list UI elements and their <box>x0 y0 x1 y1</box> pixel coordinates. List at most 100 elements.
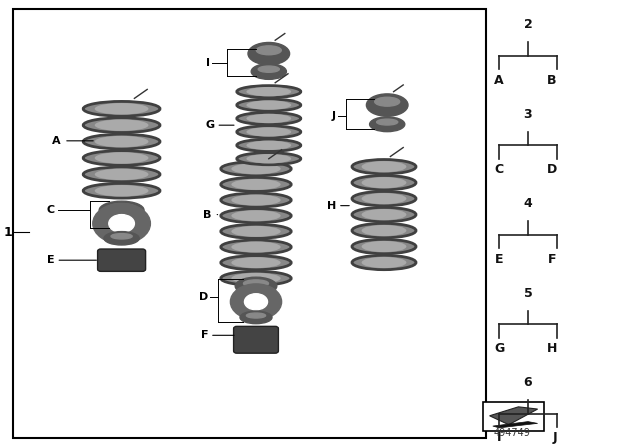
Ellipse shape <box>246 114 291 123</box>
Text: B: B <box>547 74 557 87</box>
Text: E: E <box>495 253 504 266</box>
Ellipse shape <box>221 177 291 191</box>
Text: E: E <box>47 255 54 265</box>
Ellipse shape <box>232 226 280 237</box>
Text: C: C <box>46 205 54 215</box>
Text: B: B <box>203 210 211 220</box>
Ellipse shape <box>362 241 406 252</box>
Ellipse shape <box>221 256 291 270</box>
Ellipse shape <box>237 139 301 151</box>
Ellipse shape <box>237 99 301 111</box>
Ellipse shape <box>221 271 291 285</box>
Ellipse shape <box>236 277 277 295</box>
Ellipse shape <box>232 194 280 206</box>
Ellipse shape <box>352 224 416 238</box>
Ellipse shape <box>240 311 272 324</box>
Text: H: H <box>327 201 336 211</box>
Ellipse shape <box>237 153 301 165</box>
Ellipse shape <box>352 176 416 190</box>
Ellipse shape <box>244 280 269 287</box>
Ellipse shape <box>246 313 266 318</box>
Ellipse shape <box>95 168 148 180</box>
Ellipse shape <box>104 232 140 245</box>
Text: D: D <box>547 163 557 176</box>
Polygon shape <box>490 407 538 425</box>
Ellipse shape <box>246 87 291 96</box>
Text: D: D <box>199 292 208 302</box>
Ellipse shape <box>246 100 291 110</box>
Text: F: F <box>548 253 557 266</box>
Ellipse shape <box>221 209 291 223</box>
Ellipse shape <box>237 112 301 125</box>
Circle shape <box>230 284 282 320</box>
Ellipse shape <box>362 257 406 268</box>
Ellipse shape <box>352 255 416 270</box>
Ellipse shape <box>246 154 291 164</box>
Ellipse shape <box>248 43 290 65</box>
Ellipse shape <box>95 185 148 197</box>
Text: F: F <box>200 330 208 340</box>
FancyBboxPatch shape <box>234 326 278 353</box>
Ellipse shape <box>83 151 160 165</box>
Text: 4: 4 <box>524 197 532 210</box>
Ellipse shape <box>95 152 148 164</box>
Ellipse shape <box>259 66 280 72</box>
Ellipse shape <box>83 167 160 182</box>
Ellipse shape <box>111 233 132 239</box>
Ellipse shape <box>362 177 406 188</box>
Ellipse shape <box>221 193 291 207</box>
FancyBboxPatch shape <box>97 249 146 271</box>
Circle shape <box>244 294 268 310</box>
Ellipse shape <box>237 126 301 138</box>
Ellipse shape <box>352 159 416 174</box>
Ellipse shape <box>221 162 291 176</box>
Ellipse shape <box>352 239 416 254</box>
Text: A: A <box>52 136 61 146</box>
Ellipse shape <box>376 119 398 125</box>
Ellipse shape <box>362 193 406 204</box>
Polygon shape <box>493 422 538 428</box>
Ellipse shape <box>352 191 416 206</box>
Ellipse shape <box>246 141 291 150</box>
Text: 1: 1 <box>4 226 13 239</box>
Ellipse shape <box>99 201 144 219</box>
Text: 3: 3 <box>524 108 532 121</box>
Text: C: C <box>495 163 504 176</box>
Ellipse shape <box>246 127 291 137</box>
Ellipse shape <box>232 273 280 284</box>
Ellipse shape <box>232 210 280 221</box>
Text: G: G <box>205 120 214 130</box>
Ellipse shape <box>375 97 399 106</box>
Text: G: G <box>494 342 504 355</box>
Text: 6: 6 <box>524 376 532 389</box>
Text: A: A <box>494 74 504 87</box>
Circle shape <box>93 203 150 244</box>
Ellipse shape <box>366 94 408 116</box>
Ellipse shape <box>221 240 291 254</box>
Ellipse shape <box>362 161 406 172</box>
Ellipse shape <box>83 101 160 116</box>
Ellipse shape <box>256 46 282 55</box>
Ellipse shape <box>83 183 160 198</box>
Bar <box>13 9 486 438</box>
Bar <box>483 402 544 431</box>
Ellipse shape <box>108 204 135 211</box>
Text: J: J <box>552 431 557 444</box>
Ellipse shape <box>83 118 160 133</box>
Text: 494749: 494749 <box>493 428 531 438</box>
Ellipse shape <box>237 86 301 98</box>
Text: I: I <box>497 431 502 444</box>
Ellipse shape <box>95 103 148 115</box>
Ellipse shape <box>95 136 148 147</box>
Ellipse shape <box>232 163 280 174</box>
Ellipse shape <box>362 225 406 236</box>
Ellipse shape <box>232 257 280 268</box>
Ellipse shape <box>232 241 280 253</box>
Circle shape <box>109 215 134 233</box>
Ellipse shape <box>352 207 416 222</box>
Text: J: J <box>332 111 336 121</box>
Ellipse shape <box>252 64 287 79</box>
Ellipse shape <box>232 179 280 190</box>
Text: 5: 5 <box>524 287 532 300</box>
Text: 2: 2 <box>524 18 532 31</box>
